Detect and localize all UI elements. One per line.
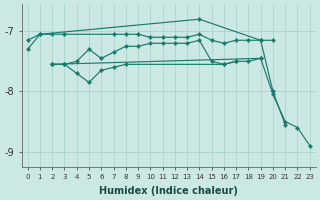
X-axis label: Humidex (Indice chaleur): Humidex (Indice chaleur): [99, 186, 238, 196]
